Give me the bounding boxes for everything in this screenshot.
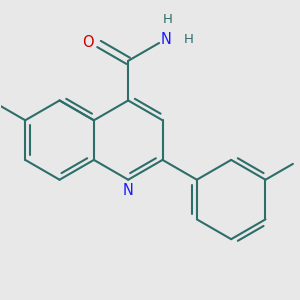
Text: H: H [184, 33, 194, 46]
Text: N: N [123, 183, 134, 198]
Text: H: H [163, 14, 173, 26]
Text: N: N [161, 32, 172, 47]
Text: O: O [82, 34, 94, 50]
